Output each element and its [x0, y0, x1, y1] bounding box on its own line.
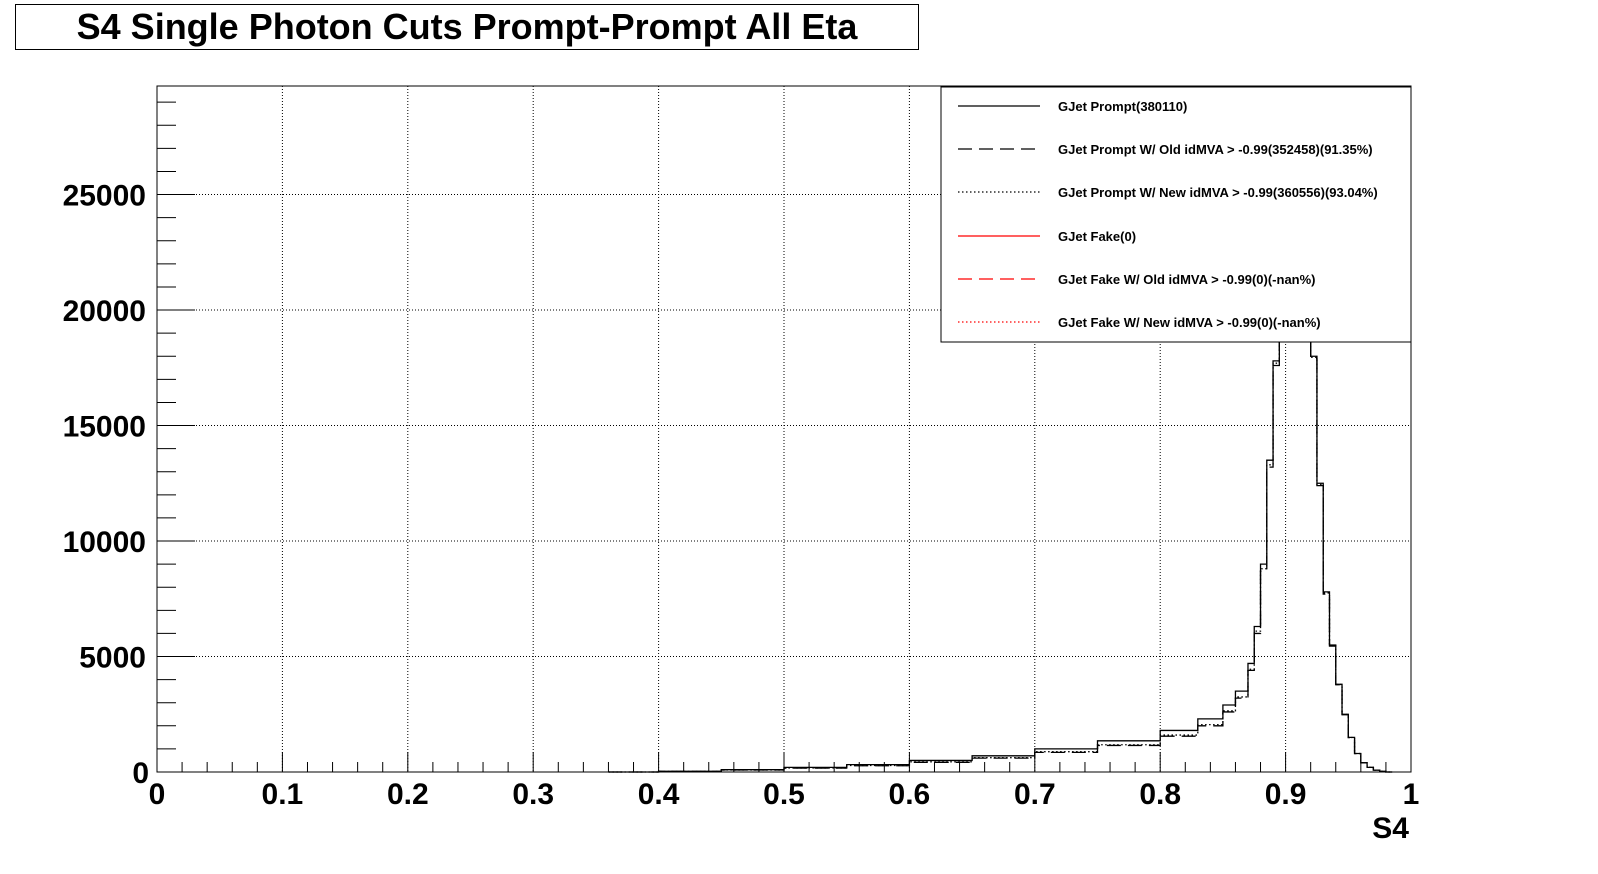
- y-tick-label: 20000: [63, 295, 146, 328]
- x-tick-label: 0.4: [638, 778, 680, 811]
- legend: GJet Prompt(380110) GJet Prompt W/ Old id…: [940, 86, 1412, 343]
- x-tick-label: 0.7: [1014, 778, 1056, 811]
- y-tick-label: 15000: [63, 411, 146, 444]
- legend-label-2: GJet Prompt W/ New idMVA > -0.99(360556)…: [1058, 185, 1378, 200]
- x-tick-label: 0.1: [262, 778, 304, 811]
- y-tick-label: 25000: [63, 180, 146, 213]
- series-line-2: [608, 309, 1393, 773]
- legend-label-0: GJet Prompt(380110): [1058, 99, 1187, 114]
- y-tick-label: 0: [132, 757, 149, 790]
- axes-layer: 0 0.1 0.2 0.3 0.4 0.5 0.6 0.7 0.8 0.9 1 0 5000 10000 1…: [63, 85, 1420, 845]
- x-tick-label: 0.9: [1265, 778, 1307, 811]
- x-tick-label: 0.5: [763, 778, 805, 811]
- x-tick-label: 0.6: [889, 778, 931, 811]
- series-line-1: [608, 309, 1393, 773]
- legend-box: [940, 86, 1412, 343]
- legend-label-1: GJet Prompt W/ Old idMVA > -0.99(352458)…: [1058, 142, 1373, 157]
- legend-label-3: GJet Fake(0): [1058, 229, 1136, 244]
- x-tick-label: 1: [1403, 778, 1420, 811]
- x-tick-label: 0.2: [387, 778, 429, 811]
- chart-title-box: S4 Single Photon Cuts Prompt-Prompt All …: [15, 4, 919, 50]
- legend-label-4: GJet Fake W/ Old idMVA > -0.99(0)(-nan%): [1058, 272, 1316, 287]
- y-tick-label: 10000: [63, 526, 146, 559]
- x-tick-label: 0.8: [1139, 778, 1181, 811]
- x-axis-label: S4: [1372, 812, 1409, 845]
- legend-label-5: GJet Fake W/ New idMVA > -0.99(0)(-nan%): [1058, 315, 1321, 330]
- x-tick-label: 0.3: [512, 778, 554, 811]
- series-layer: [608, 309, 1393, 773]
- chart-title: S4 Single Photon Cuts Prompt-Prompt All …: [76, 6, 858, 47]
- x-tick-label: 0: [149, 778, 166, 811]
- y-tick-label: 5000: [79, 642, 146, 675]
